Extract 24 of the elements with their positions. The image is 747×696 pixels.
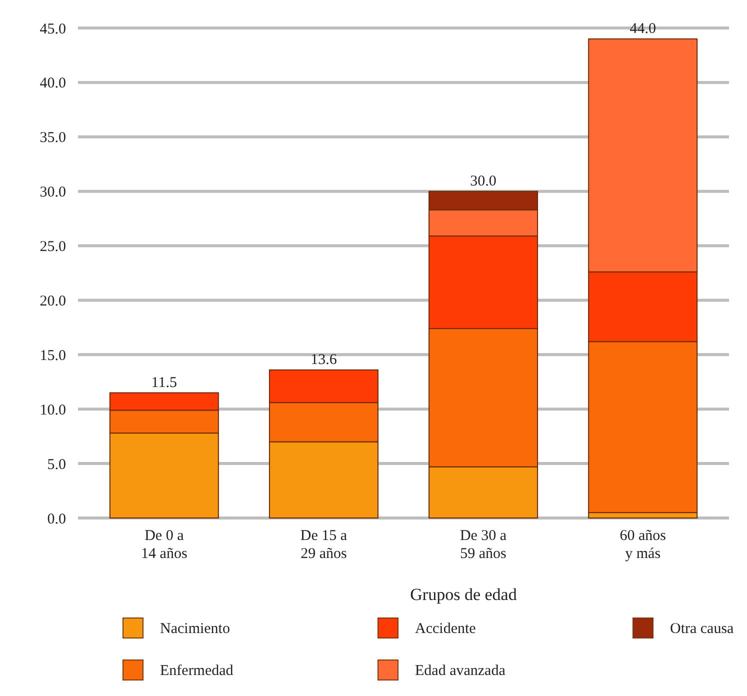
x-tick-label: De 30 a 59 años (460, 528, 507, 562)
y-tick-label: 25.0 (40, 239, 66, 256)
legend-label: Otra causa (670, 621, 734, 637)
total-label: 44.0 (630, 20, 656, 37)
legend-label: Nacimiento (160, 621, 230, 637)
x-tick-label: De 15 a 29 años (300, 528, 348, 562)
total-label: 11.5 (151, 374, 178, 391)
x-tick-label: De 0 a 14 años (141, 528, 188, 562)
total-label: 13.6 (310, 352, 338, 368)
y-tick-label: 5.0 (47, 456, 66, 473)
y-tick-label: 40.0 (40, 76, 66, 92)
legend-label: Enfermedad (160, 663, 234, 679)
total-label: 30.0 (470, 173, 496, 190)
x-axis-title: Grupos de edad (410, 585, 518, 604)
legend-label: Edad avanzada (415, 663, 506, 679)
y-tick-label: 20.0 (40, 293, 66, 310)
y-tick-label: 0.0 (47, 511, 66, 528)
y-tick-label: 30.0 (40, 184, 66, 201)
x-tick-label: 60 años y más (620, 528, 666, 562)
legend-label: Accidente (415, 621, 476, 637)
y-tick-label: 45.0 (40, 21, 66, 38)
y-tick-label: 15.0 (40, 348, 66, 364)
y-tick-label: 35.0 (40, 130, 66, 146)
y-tick-label: 10.0 (40, 402, 66, 418)
